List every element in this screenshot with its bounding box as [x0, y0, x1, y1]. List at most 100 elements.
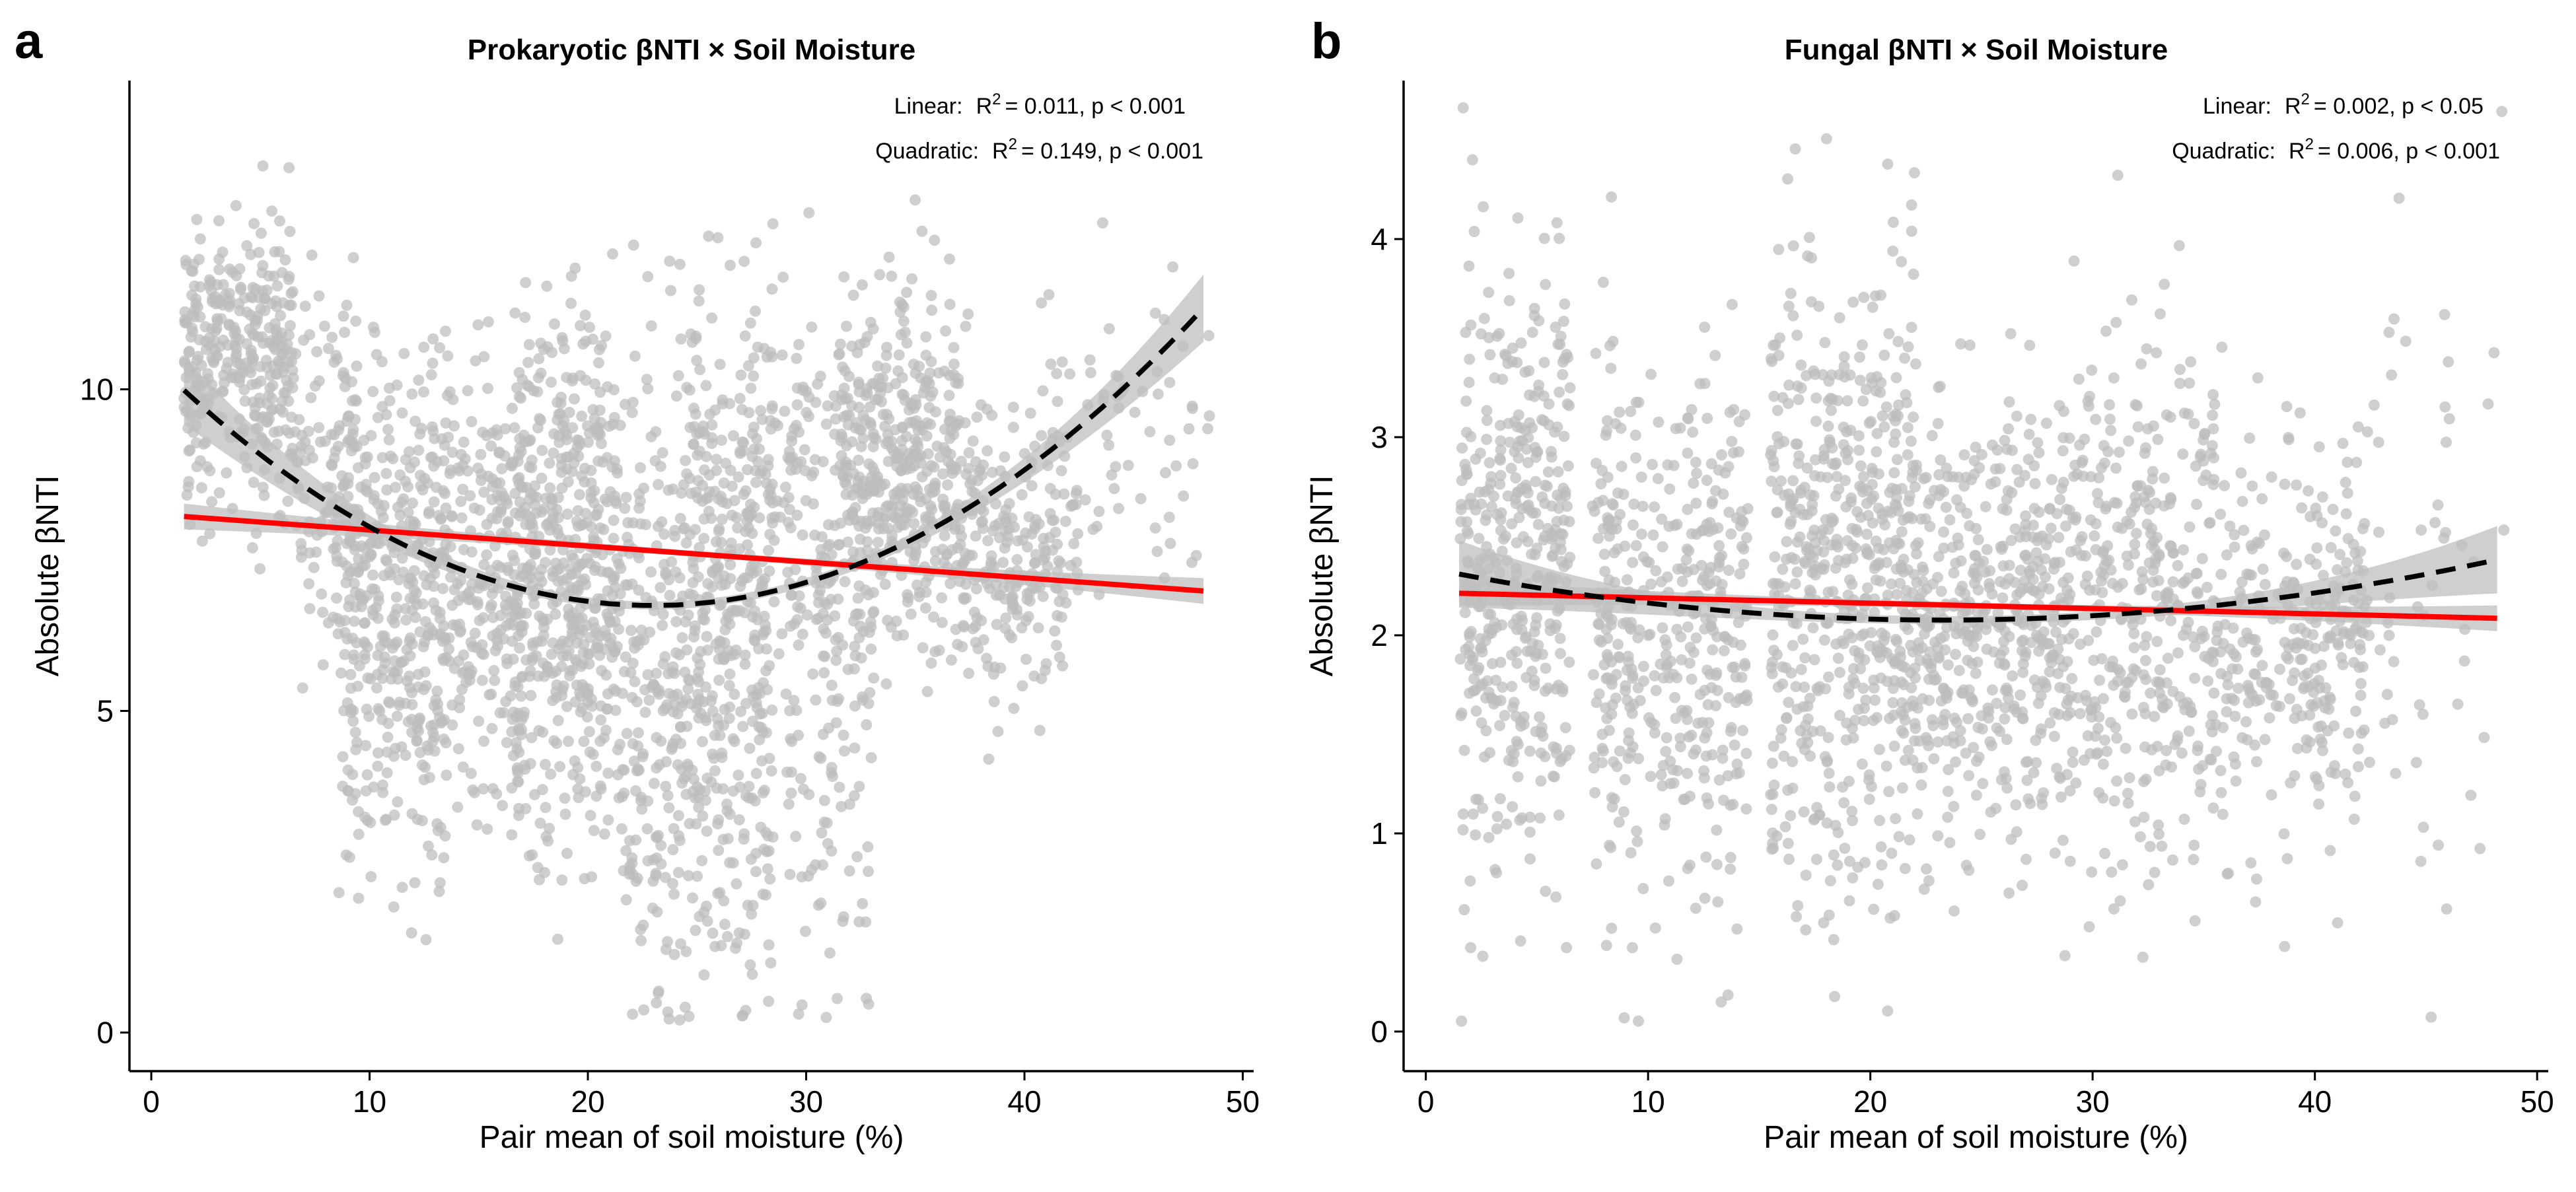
data-point	[1710, 485, 1721, 497]
data-point	[976, 615, 987, 626]
data-point	[2057, 835, 2069, 846]
data-point	[621, 894, 632, 905]
data-point	[1807, 622, 1818, 633]
data-point	[867, 507, 878, 518]
data-point	[184, 444, 196, 456]
data-point	[180, 316, 192, 328]
data-point	[1657, 780, 1668, 791]
data-point	[1823, 672, 1834, 683]
data-point	[1548, 771, 1559, 782]
data-point	[776, 628, 787, 639]
data-point	[1008, 703, 1019, 714]
data-point	[1556, 544, 1567, 555]
data-point	[1478, 201, 1489, 213]
data-point	[803, 207, 814, 219]
data-point	[1540, 279, 1551, 290]
data-point	[1886, 578, 1897, 590]
data-point	[406, 808, 417, 820]
data-point	[1524, 746, 1536, 757]
data-point	[1987, 684, 1998, 695]
data-point	[1822, 586, 1834, 598]
data-point	[1164, 377, 1175, 388]
data-point	[1937, 715, 1949, 726]
data-point	[818, 667, 830, 678]
data-point	[944, 390, 955, 401]
data-point	[254, 563, 266, 575]
data-point	[1943, 786, 1954, 797]
data-point	[453, 743, 464, 754]
data-point	[630, 835, 641, 846]
data-point	[1456, 504, 1467, 515]
data-point	[1085, 355, 1096, 366]
data-point	[1902, 449, 1914, 460]
data-point	[785, 465, 797, 476]
data-point	[881, 342, 892, 353]
data-point	[956, 641, 968, 652]
data-point	[1150, 522, 1161, 534]
data-point	[213, 215, 225, 227]
data-point	[659, 528, 670, 540]
data-point	[1699, 732, 1711, 744]
data-point	[594, 405, 606, 416]
data-point	[407, 699, 418, 711]
data-point	[608, 533, 619, 544]
data-point	[506, 829, 517, 841]
data-point	[1668, 460, 1680, 471]
data-point	[1772, 405, 1783, 416]
data-point	[1046, 359, 1057, 370]
data-point	[537, 726, 548, 738]
data-point	[442, 390, 453, 402]
data-point	[589, 510, 600, 522]
superscript-2: 2	[1009, 135, 1017, 153]
data-point	[491, 789, 502, 800]
data-point	[1867, 479, 1878, 490]
data-point	[1557, 369, 1568, 380]
data-point	[2054, 400, 2065, 411]
data-point	[257, 260, 268, 271]
data-point	[874, 269, 885, 280]
data-point	[1858, 292, 1869, 303]
data-point	[1557, 686, 1568, 697]
data-point	[427, 421, 438, 433]
data-point	[1056, 465, 1067, 476]
data-point	[1737, 725, 1748, 736]
data-point	[2062, 656, 2073, 667]
data-point	[1471, 705, 1482, 717]
data-point	[799, 444, 810, 456]
data-point	[1818, 917, 1830, 929]
data-point	[836, 450, 847, 462]
data-point	[608, 384, 620, 396]
data-point	[841, 321, 852, 332]
data-point	[564, 407, 575, 418]
data-point	[478, 612, 489, 623]
data-point	[926, 504, 937, 515]
data-point	[875, 388, 886, 399]
data-point	[621, 492, 632, 503]
data-point	[373, 412, 384, 423]
data-point	[1690, 498, 1701, 509]
data-point	[622, 580, 633, 591]
data-point	[1048, 514, 1059, 526]
data-point	[636, 625, 647, 636]
data-point	[1526, 422, 1538, 433]
data-point	[1509, 697, 1520, 708]
data-point	[725, 808, 736, 820]
data-point	[664, 1014, 675, 1025]
data-point	[1796, 664, 1807, 675]
data-point	[576, 520, 587, 531]
data-point	[1783, 300, 1795, 312]
data-point	[766, 765, 777, 777]
data-point	[815, 753, 826, 764]
data-point	[417, 759, 428, 771]
data-point	[628, 240, 639, 251]
data-point	[1636, 472, 1647, 483]
data-point	[1477, 951, 1488, 962]
data-point	[1160, 467, 1171, 478]
data-point	[1614, 816, 1625, 827]
data-point	[428, 598, 439, 609]
data-point	[1723, 507, 1735, 518]
data-point	[290, 348, 301, 359]
data-point	[645, 567, 657, 578]
data-point	[907, 417, 918, 428]
data-point	[1790, 578, 1801, 590]
